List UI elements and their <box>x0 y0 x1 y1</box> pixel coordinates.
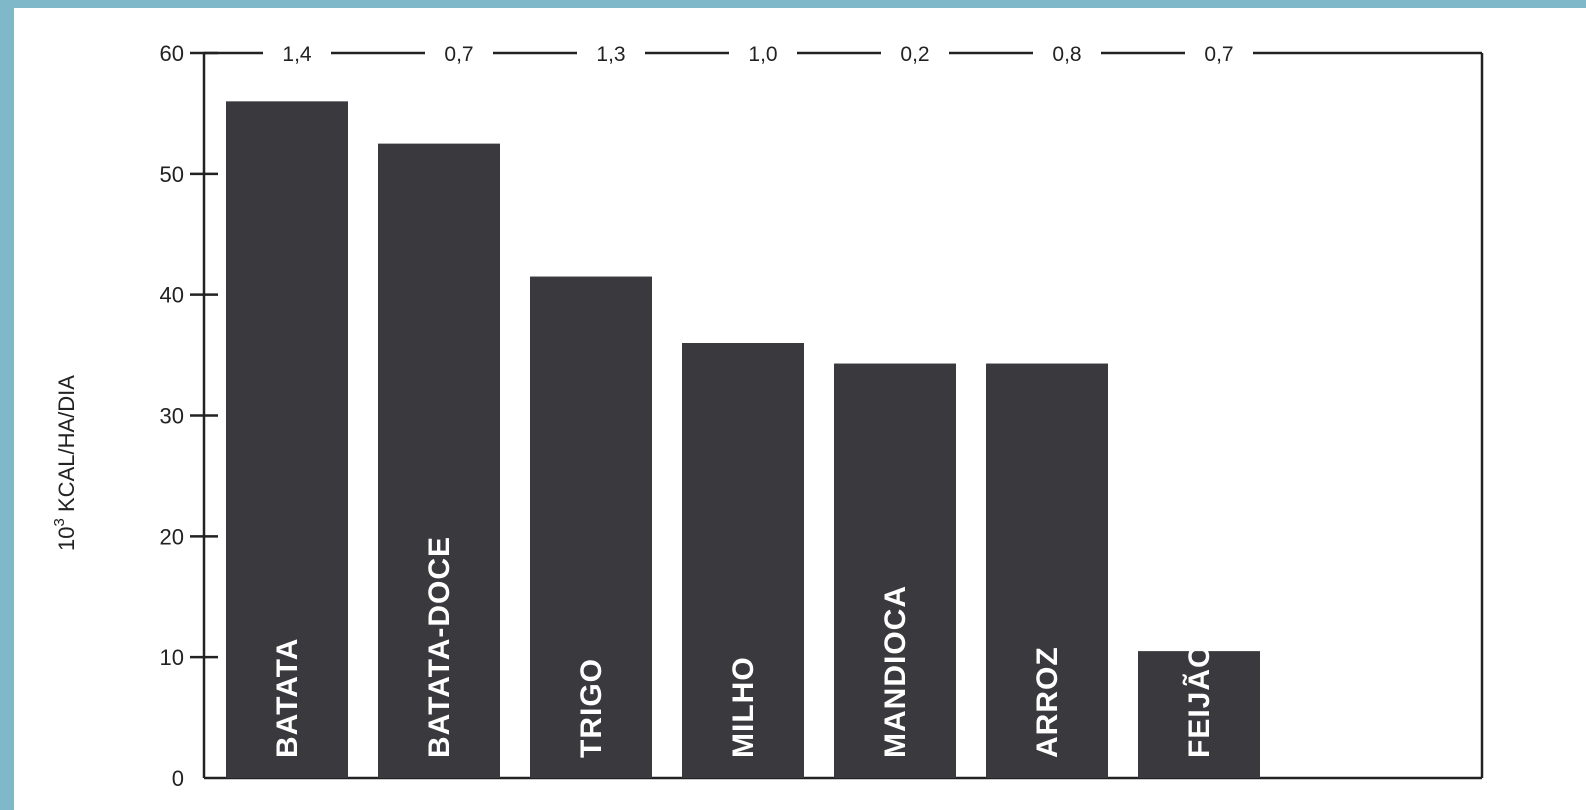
bar <box>682 343 804 778</box>
top-value-label: 0,7 <box>1204 43 1233 66</box>
y-axis-label-unit: KCAL/HA/DIA <box>54 375 79 518</box>
y-axis-label: 103 KCAL/HA/DIA <box>51 375 79 551</box>
bar-category-label: BATATA-DOCE <box>423 536 456 758</box>
bar <box>1138 651 1260 778</box>
bar-category-label: MILHO <box>727 656 760 758</box>
chart-labels: BATATA BATATA-DOCE TRIGO MILHO MANDIOCA ARROZ… <box>271 43 1234 758</box>
top-value-label: 0,7 <box>444 43 473 66</box>
top-value-label: 1,3 <box>596 43 625 66</box>
y-tick-label: 10 <box>160 645 184 670</box>
chart-axes: 0 10 20 30 40 50 60 <box>160 41 1484 791</box>
y-tick-label: 0 <box>172 766 184 791</box>
y-tick-label: 60 <box>160 41 184 66</box>
bar <box>530 276 652 778</box>
bar-category-label: TRIGO <box>575 658 608 758</box>
top-value-label: 1,0 <box>748 43 777 66</box>
bar-category-label: MANDIOCA <box>879 585 912 758</box>
bar-category-label: ARROZ <box>1031 646 1064 758</box>
bar-chart: 0 10 20 30 40 50 60 BATATA BATATA-DOCE TRIGO MILH… <box>51 41 1484 791</box>
bar <box>834 363 956 778</box>
bar <box>378 143 500 778</box>
bar-category-label: FEIJÃO <box>1182 644 1216 758</box>
y-axis-label-exponent: 3 <box>51 518 68 526</box>
y-tick-label: 40 <box>160 283 184 308</box>
bar-category-label: BATATA <box>271 638 304 758</box>
y-tick-label: 20 <box>160 524 184 549</box>
y-tick-label: 30 <box>160 404 184 429</box>
top-value-label: 1,4 <box>282 43 312 66</box>
bar <box>226 101 348 779</box>
chart-bars <box>226 101 1260 779</box>
y-tick-label: 50 <box>160 162 184 187</box>
top-value-label: 0,2 <box>900 43 929 66</box>
top-value-label: 0,8 <box>1052 43 1081 66</box>
bar <box>986 363 1108 778</box>
chart-frame: 0 10 20 30 40 50 60 BATATA BATATA-DOCE TRIGO MILH… <box>14 8 1586 810</box>
y-axis-label-base: 10 <box>54 526 79 550</box>
